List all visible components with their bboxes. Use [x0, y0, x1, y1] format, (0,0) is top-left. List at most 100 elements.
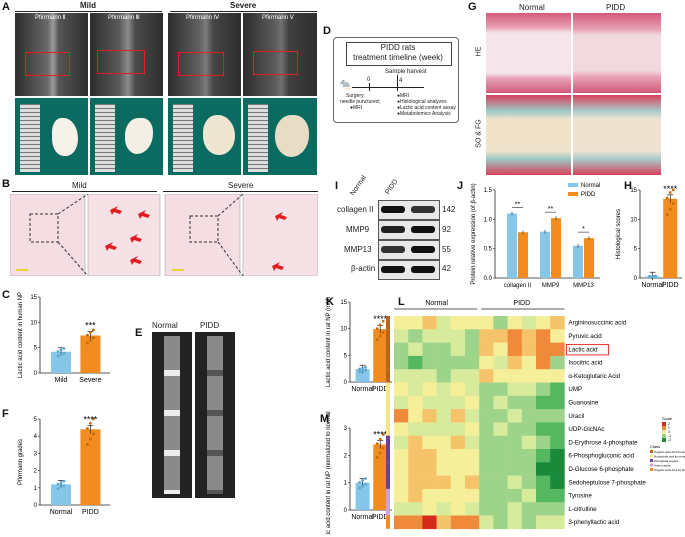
heatmap-cell	[394, 488, 409, 503]
timeline-right-2: ●Histological analyzes	[397, 99, 447, 105]
y-tick-label: 1	[344, 481, 348, 487]
g-label-normal: Normal	[519, 3, 545, 12]
panel-label-g: G	[468, 1, 477, 13]
wb-blot-mmp9	[378, 220, 440, 240]
y-tick-label: 2	[34, 469, 38, 475]
heatmap-cell	[422, 449, 437, 463]
y-tick-label: 5	[344, 353, 348, 359]
b-line-severe	[163, 191, 318, 192]
heatmap-cell	[422, 395, 437, 410]
he-normal-image	[486, 13, 571, 93]
nucleus-pulposus-2	[52, 118, 78, 156]
heatmap-cell	[550, 502, 565, 516]
ruler-5	[248, 104, 268, 172]
y-tick-label: 3	[344, 426, 348, 432]
legend-swatch	[568, 192, 578, 196]
metabolite-label: Lactic acid	[568, 346, 598, 353]
heatmap-cell	[436, 342, 452, 357]
heatmap-cell	[521, 342, 537, 357]
metabolite-label: D-Erythrose 4-phosphate	[568, 439, 638, 446]
heatmap-cell	[450, 422, 466, 436]
data-point	[378, 334, 382, 338]
y-tick-label: 0	[34, 371, 38, 377]
heatmap-cell	[521, 395, 537, 410]
heatmap-cell	[507, 435, 523, 450]
data-point	[92, 432, 95, 436]
ruler-3	[95, 104, 115, 172]
bar-pidd	[584, 238, 594, 278]
legend-label: PIDD	[581, 192, 596, 198]
wb-blot-mmp13	[378, 240, 440, 260]
heatmap-cell	[408, 488, 423, 503]
roi-box-grade2	[25, 52, 70, 76]
data-point	[56, 350, 60, 353]
wb-kda-actin: 42	[442, 264, 451, 273]
heatmap-cell	[493, 462, 508, 476]
class-bar	[386, 475, 390, 489]
chart-f: 0 1 2 3 4 5 Normal PIDD **** Pfirrmann grades	[18, 414, 110, 516]
significance-mark: **	[548, 206, 554, 213]
g-row-label-he: HE	[475, 46, 483, 57]
b-line-mild	[12, 191, 157, 192]
panel-label-c: C	[2, 289, 10, 301]
heatmap-cell	[493, 395, 508, 410]
heatmap-cell	[465, 435, 480, 450]
heatmap-cell	[550, 422, 565, 436]
heatmap-cell	[422, 515, 437, 530]
heatmap-cell	[536, 395, 551, 410]
bar-normal	[540, 231, 550, 278]
class-bar	[386, 329, 390, 343]
heatmap-cell	[521, 409, 537, 423]
heatmap-cell	[536, 329, 551, 343]
grade-label-5: Pfirrmann Ⅴ	[262, 15, 294, 21]
data-point	[668, 191, 672, 194]
heatmap-cell	[394, 369, 409, 383]
grade-label-2: Pfirrmann Ⅱ	[35, 15, 66, 21]
heatmap-cell	[507, 409, 523, 423]
heatmap-cell	[521, 462, 537, 476]
class-title: Class	[650, 444, 660, 449]
x-tick-label: Normal	[641, 282, 664, 289]
heatmap-cell	[422, 422, 437, 436]
e-label-normal: Normal	[152, 321, 178, 330]
y-axis-label: Lactic acid content in human NP	[18, 292, 24, 378]
heatmap-cell	[394, 502, 409, 516]
data-point	[364, 477, 367, 480]
group-label-mild: Mild	[80, 1, 96, 10]
bar-normal	[507, 213, 517, 278]
y-tick-label: 0	[634, 276, 638, 282]
data-point	[361, 484, 364, 488]
data-point	[361, 369, 364, 373]
bar-normal	[355, 482, 370, 510]
metabolite-label: Tyrosine	[568, 493, 592, 500]
bar-normal	[51, 484, 71, 505]
heatmap-cell	[465, 329, 480, 343]
heatmap-cell	[550, 316, 565, 330]
heatmap-cell	[507, 395, 523, 410]
heatmap-cell	[536, 422, 551, 436]
heatmap-cell	[521, 369, 537, 383]
heatmap-cell	[465, 449, 480, 463]
heatmap-cell	[450, 409, 466, 423]
timeline-sample-harvest: Sample harvest	[385, 69, 427, 75]
heatmap-cell	[450, 369, 466, 383]
heatmap-cell	[394, 316, 409, 330]
heatmap-cell	[422, 462, 437, 476]
mri-pidd-spine	[207, 336, 223, 494]
class-swatch	[650, 454, 653, 458]
heatmap-cell	[436, 369, 452, 383]
heatmap-cell	[479, 316, 494, 330]
heatmap-cell	[394, 515, 409, 530]
heatmap-cell	[493, 369, 508, 383]
heatmap-cell	[408, 342, 423, 357]
heatmap-cell	[536, 342, 551, 357]
class-bar	[386, 382, 390, 396]
y-tick-label: 1	[34, 486, 38, 492]
heatmap-cell	[422, 502, 437, 516]
heatmap-cell	[436, 435, 452, 450]
class-bar	[386, 462, 390, 476]
data-point	[86, 333, 89, 337]
heatmap-cell	[408, 355, 423, 370]
data-point	[651, 274, 654, 278]
heatmap-cell	[436, 316, 452, 330]
